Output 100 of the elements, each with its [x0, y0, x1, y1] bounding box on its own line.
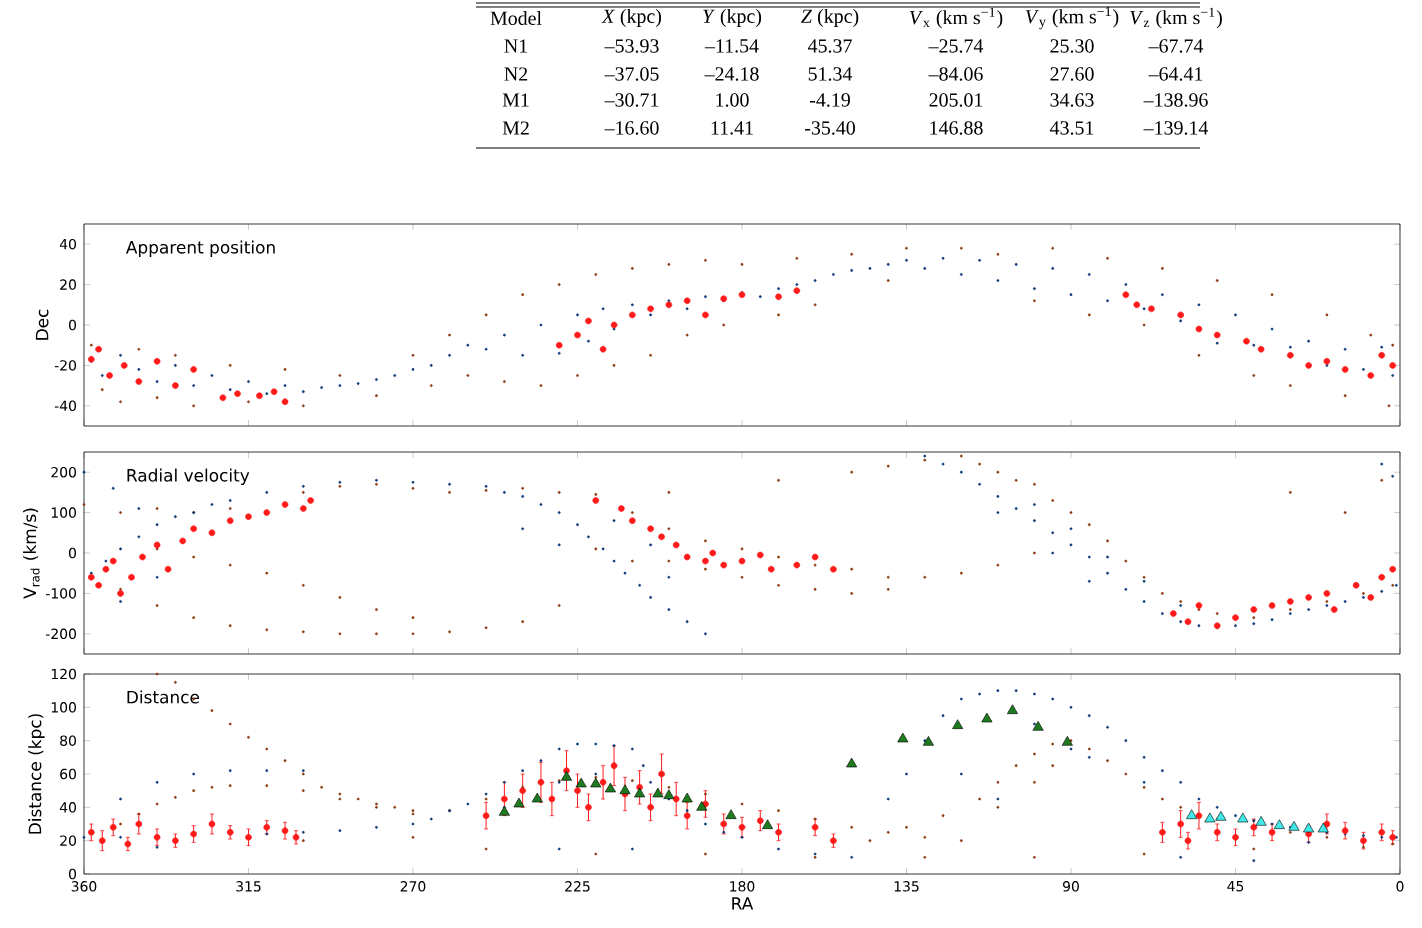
point [1303, 822, 1315, 833]
point [153, 834, 161, 841]
point [793, 561, 801, 569]
point [604, 782, 616, 793]
text: 51.34 [808, 67, 853, 81]
point [1288, 821, 1300, 831]
text: 205.01 [929, 93, 983, 107]
point [1232, 834, 1239, 841]
text: V$_{y}$ (km s$^{−1}$) [1025, 6, 1119, 30]
point [922, 736, 934, 746]
text: V$_{z}$ (km s$^{−1}$) [1130, 7, 1222, 29]
y-axis-title: Dec [35, 309, 49, 340]
point [738, 824, 746, 831]
point [618, 505, 625, 512]
point [665, 301, 673, 309]
y-axis-title: Distance (kpc) [28, 714, 45, 834]
point [696, 801, 708, 811]
text: –24.18 [704, 67, 759, 81]
point [88, 573, 95, 581]
point [135, 378, 143, 385]
point [555, 341, 563, 349]
point [537, 779, 545, 786]
text: –138.96 [1143, 93, 1208, 107]
point [1237, 812, 1249, 823]
point [830, 565, 837, 573]
point [1323, 590, 1331, 597]
text: 34.63 [1050, 93, 1094, 107]
point [681, 792, 693, 803]
point [1250, 606, 1258, 613]
point [846, 757, 858, 768]
point [498, 806, 510, 816]
text: 45.37 [807, 39, 852, 53]
point [756, 551, 764, 559]
point [1204, 812, 1216, 823]
point [1257, 345, 1265, 353]
text: –11.54 [704, 39, 759, 53]
point [219, 394, 227, 402]
point [585, 804, 592, 811]
point [590, 777, 602, 788]
point [95, 582, 102, 589]
x-axis-title: RA [732, 897, 754, 910]
point [647, 305, 654, 313]
point [672, 795, 680, 803]
point [1159, 829, 1166, 836]
point [811, 553, 819, 561]
point [1213, 829, 1221, 836]
point [153, 358, 161, 365]
point [281, 827, 289, 834]
point [106, 372, 113, 379]
point [88, 829, 95, 836]
point [647, 804, 654, 811]
point [109, 557, 117, 565]
point [1341, 366, 1349, 373]
point [519, 787, 526, 794]
point [658, 770, 665, 778]
text: Z (kpc) [801, 8, 859, 28]
point [300, 505, 307, 512]
point [190, 366, 197, 373]
point [1378, 829, 1386, 836]
point [775, 829, 782, 836]
text: M1 [502, 93, 529, 107]
y-axis-title: V$_{rad}$ (km/s) [23, 508, 40, 599]
annotation: Apparent position [125, 240, 275, 257]
point [1195, 602, 1203, 609]
text: 146.88 [930, 121, 983, 135]
point [952, 719, 964, 729]
point [756, 817, 764, 824]
point [1195, 812, 1203, 819]
point [1287, 598, 1294, 605]
point [629, 517, 636, 524]
point [234, 390, 241, 397]
point [683, 297, 691, 305]
point [164, 565, 172, 573]
text: Model [490, 10, 542, 25]
point [592, 497, 600, 504]
point [610, 321, 618, 329]
point [1243, 337, 1250, 345]
point [1268, 602, 1276, 609]
point [98, 837, 106, 844]
point [128, 573, 135, 581]
point [281, 501, 289, 508]
point [1213, 331, 1221, 339]
point [1184, 618, 1192, 625]
point [1341, 827, 1349, 834]
point [1170, 610, 1177, 617]
text: 27.60 [1050, 67, 1094, 81]
point [1330, 606, 1338, 613]
point [1389, 565, 1396, 573]
point [1378, 573, 1386, 581]
point [153, 541, 161, 549]
text: X (kpc) [601, 8, 662, 28]
point [117, 590, 124, 597]
point [599, 779, 607, 786]
point [139, 553, 146, 561]
point [574, 331, 581, 339]
point [1367, 372, 1375, 379]
text: –16.60 [604, 121, 659, 135]
text: M2 [502, 121, 529, 135]
text: Y (kpc) [703, 8, 762, 28]
point [172, 382, 179, 389]
